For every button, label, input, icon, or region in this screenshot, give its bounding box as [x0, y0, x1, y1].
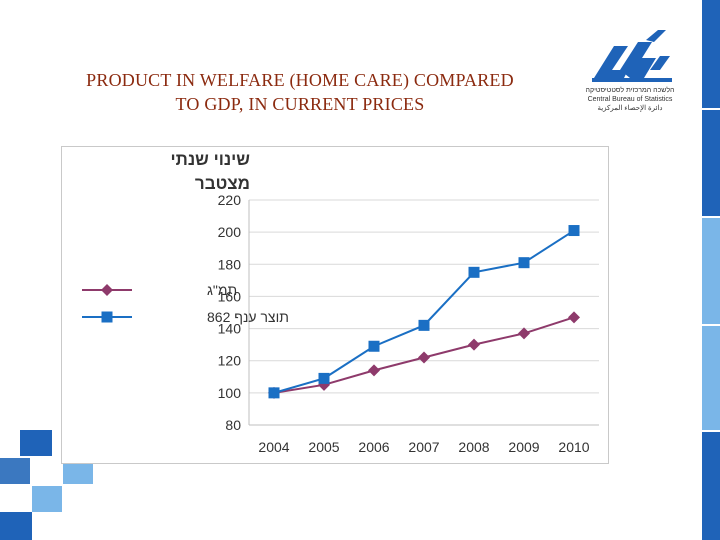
- y-tick-label: 160: [218, 288, 242, 304]
- side-accent-bar: [702, 432, 720, 540]
- y-axis-label-line-2: מצטבר: [195, 174, 250, 193]
- data-point: [368, 364, 380, 377]
- y-tick-label: 140: [218, 321, 242, 337]
- legend-label: תמ"ג: [207, 282, 237, 298]
- decor-square: [32, 486, 62, 512]
- data-point: [318, 378, 330, 391]
- logo-hebrew-text: הלשכה המרכזית לסטטיסטיקה: [585, 87, 675, 94]
- logo-caption: הלשכה המרכזית לסטטיסטיקה Central Bureau …: [584, 86, 676, 113]
- line-chart: שינוי שנתי מצטבר 80 100 120 140 160 180 200 220…: [82, 150, 599, 455]
- logo-english-text: Central Bureau of Statistics: [587, 96, 673, 103]
- slide-title: PRODUCT IN WELFARE (HOME CARE) COMPARED …: [30, 68, 570, 116]
- y-tick-label: 120: [218, 353, 242, 369]
- chart-legend: תמ"ג תוצר ענף 862: [82, 282, 289, 325]
- decor-square: [0, 458, 30, 484]
- side-accent-bar: [702, 326, 720, 430]
- data-point: [468, 338, 480, 351]
- data-point: [268, 387, 280, 399]
- x-tick-label: 2010: [558, 439, 589, 455]
- legend-label: תוצר ענף 862: [207, 309, 289, 325]
- data-point: [418, 351, 430, 364]
- data-point: [468, 266, 480, 278]
- y-tick-label: 80: [225, 417, 241, 433]
- decor-square: [20, 430, 52, 456]
- data-point: [518, 257, 530, 269]
- decor-square: [63, 460, 93, 484]
- x-tick-label: 2009: [508, 439, 539, 455]
- data-point: [418, 319, 430, 331]
- x-tick-label: 2006: [358, 439, 389, 455]
- side-accent-bar: [702, 110, 720, 216]
- legend-swatch-marker: [101, 284, 113, 296]
- x-tick-label: 2004: [258, 439, 289, 455]
- title-line-2: TO GDP, IN CURRENT PRICES: [175, 94, 425, 114]
- title-line-1: PRODUCT IN WELFARE (HOME CARE) COMPARED: [86, 70, 514, 90]
- data-point: [368, 340, 380, 352]
- series-layer: [268, 225, 580, 399]
- data-point: [318, 372, 330, 384]
- chart-grid: [249, 199, 599, 426]
- series-line-1: [273, 229, 575, 394]
- x-tick-label: 2007: [408, 439, 439, 455]
- chart-axes: [248, 200, 599, 426]
- x-tick-label: 2008: [458, 439, 489, 455]
- y-tick-label: 200: [218, 224, 242, 240]
- y-tick-labels: 80 100 120 140 160 180 200 220: [218, 192, 242, 433]
- x-tick-labels: 2004 2005 2006 2007 2008 2009 2010: [258, 439, 589, 455]
- x-tick-label: 2005: [308, 439, 339, 455]
- cbs-logo-icon: [592, 30, 672, 82]
- data-point: [568, 225, 580, 237]
- side-accent-bar: [702, 218, 720, 324]
- y-tick-label: 180: [218, 256, 242, 272]
- decor-square: [0, 512, 32, 540]
- y-tick-label: 220: [218, 192, 242, 208]
- data-point: [518, 327, 530, 340]
- y-axis-label-line-1: שינוי שנתי: [171, 150, 251, 169]
- data-point: [568, 311, 580, 324]
- legend-swatch-marker: [101, 311, 113, 323]
- logo-arabic-text: دائرة الإحصاء المركزية: [597, 105, 663, 112]
- chart-frame: שינוי שנתי מצטבר 80 100 120 140 160 180 200 220…: [61, 146, 609, 464]
- y-tick-label: 100: [218, 385, 242, 401]
- side-accent-bar: [702, 0, 720, 108]
